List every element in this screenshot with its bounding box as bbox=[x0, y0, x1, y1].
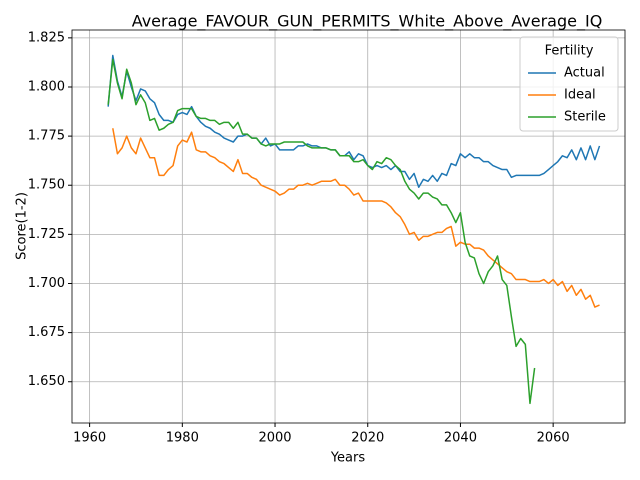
x-tick-label: 1980 bbox=[166, 431, 199, 446]
x-tick-label: 2060 bbox=[537, 431, 570, 446]
line-series bbox=[107, 58, 536, 405]
y-tick-label: 1.775 bbox=[28, 129, 65, 144]
chart-title: Average_FAVOUR_GUN_PERMITS_White_Above_A… bbox=[132, 12, 603, 32]
y-tick-label: 1.700 bbox=[28, 276, 65, 291]
y-tick-label: 1.800 bbox=[28, 79, 65, 94]
x-tick-label: 2040 bbox=[444, 431, 477, 446]
legend-label: Sterile bbox=[564, 110, 606, 125]
y-tick-label: 1.675 bbox=[28, 325, 65, 340]
y-tick-label: 1.725 bbox=[28, 227, 65, 242]
y-tick-label: 1.650 bbox=[28, 374, 65, 389]
legend-title: Fertility bbox=[545, 44, 594, 59]
x-tick-label: 2020 bbox=[351, 431, 384, 446]
legend-box bbox=[519, 36, 619, 132]
legend-label: Actual bbox=[564, 66, 605, 81]
axes-frame bbox=[71, 29, 626, 424]
y-axis-label: Score(1-2) bbox=[15, 192, 30, 260]
line-series bbox=[112, 128, 600, 308]
y-tick-label: 1.825 bbox=[28, 30, 65, 45]
x-tick-label: 1960 bbox=[73, 431, 106, 446]
x-tick-label: 2000 bbox=[258, 431, 291, 446]
legend-label: Ideal bbox=[564, 88, 596, 103]
x-axis-label: Years bbox=[330, 451, 366, 466]
legend: Fertility Actual Ideal Sterile bbox=[519, 36, 619, 132]
y-tick-label: 1.750 bbox=[28, 178, 65, 193]
